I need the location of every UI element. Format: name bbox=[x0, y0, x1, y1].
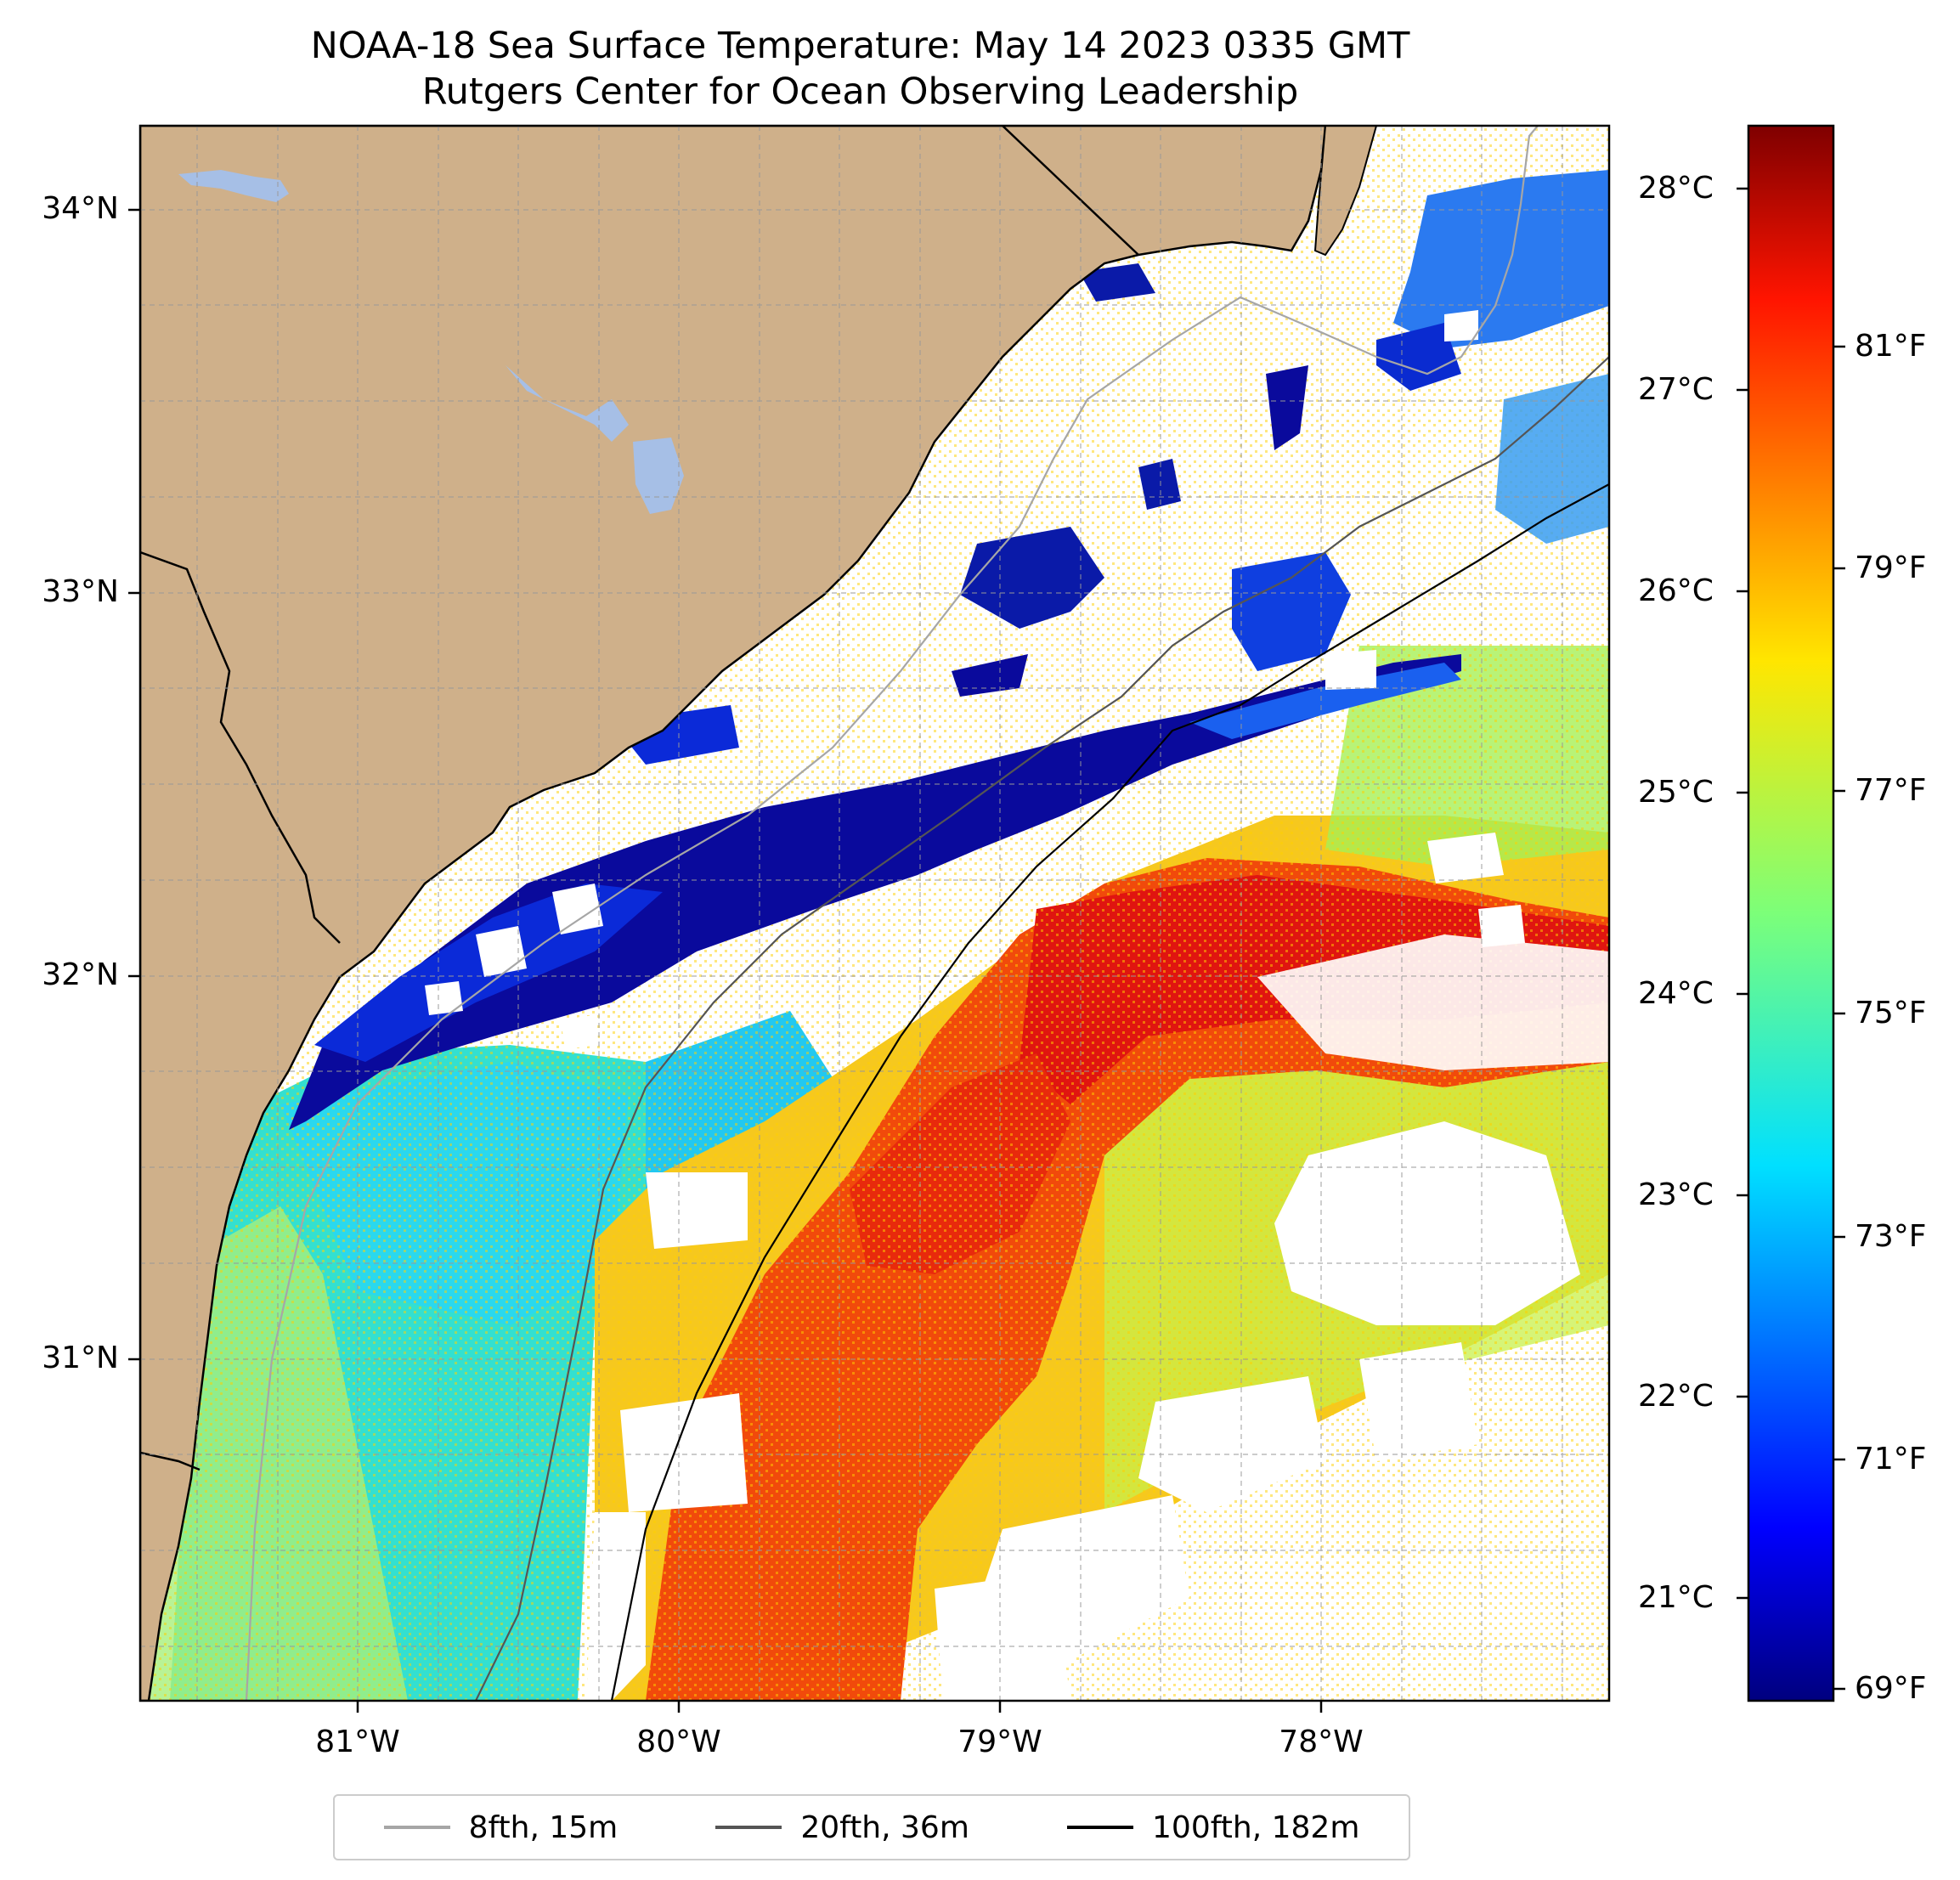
legend-swatch-20fth bbox=[715, 1826, 782, 1829]
lake-moultrie bbox=[506, 365, 629, 442]
lat-label-34n: 34°N bbox=[42, 191, 119, 226]
cbar-label-22c: 22°C bbox=[1638, 1379, 1714, 1414]
cbar-label-21c: 21°C bbox=[1638, 1580, 1714, 1615]
map-subtitle: Rutgers Center for Ocean Observing Leade… bbox=[421, 71, 1299, 113]
legend-label-20fth: 20fth, 36m bbox=[800, 1809, 969, 1845]
cbar-label-81f: 81°F bbox=[1855, 329, 1927, 364]
map-title: NOAA-18 Sea Surface Temperature: May 14 … bbox=[310, 25, 1410, 67]
land bbox=[140, 126, 1327, 1701]
legend-label-8fth: 8fth, 15m bbox=[468, 1809, 619, 1845]
legend-label-100fth: 100fth, 182m bbox=[1152, 1809, 1360, 1845]
lon-label-81w: 81°W bbox=[315, 1725, 400, 1759]
legend-swatch-100fth bbox=[1067, 1826, 1134, 1829]
cbar-label-77f: 77°F bbox=[1855, 773, 1927, 808]
legend-item-100fth: 100fth, 182m bbox=[1067, 1810, 1359, 1845]
lake-moultrie-lower bbox=[633, 438, 684, 514]
isobath-8fth bbox=[245, 126, 1539, 1701]
cbar-label-69f: 69°F bbox=[1855, 1671, 1927, 1706]
isobath-20fth bbox=[475, 356, 1609, 1701]
legend-item-20fth: 20fth, 36m bbox=[715, 1810, 969, 1845]
cbar-label-24c: 24°C bbox=[1638, 976, 1714, 1011]
lat-label-31n: 31°N bbox=[42, 1341, 119, 1375]
lat-label-32n: 32°N bbox=[42, 957, 119, 992]
lon-label-78w: 78°W bbox=[1279, 1725, 1364, 1759]
lat-label-33n: 33°N bbox=[42, 574, 119, 609]
cbar-label-79f: 79°F bbox=[1855, 550, 1927, 585]
gridlines bbox=[140, 126, 1609, 1701]
state-border-south bbox=[140, 1451, 201, 1471]
state-border bbox=[140, 550, 341, 944]
isobath-legend: 8fth, 15m 20fth, 36m 100fth, 182m bbox=[333, 1794, 1410, 1860]
cbar-label-26c: 26°C bbox=[1638, 573, 1714, 608]
isobath-100fth bbox=[610, 483, 1609, 1701]
cbar-label-73f: 73°F bbox=[1855, 1219, 1927, 1254]
legend-item-8fth: 8fth, 15m bbox=[383, 1809, 619, 1845]
cbar-label-25c: 25°C bbox=[1638, 775, 1714, 810]
cbar-label-28c: 28°C bbox=[1638, 171, 1714, 206]
cbar-label-27c: 27°C bbox=[1638, 372, 1714, 407]
land-cape-fear bbox=[1313, 126, 1378, 257]
legend-swatch-8fth bbox=[383, 1826, 450, 1829]
cbar-label-23c: 23°C bbox=[1638, 1177, 1714, 1212]
lake-marion bbox=[178, 170, 289, 202]
lon-label-79w: 79°W bbox=[957, 1725, 1042, 1759]
state-border-ncsc bbox=[1002, 126, 1139, 256]
cbar-label-75f: 75°F bbox=[1855, 996, 1927, 1030]
lon-label-80w: 80°W bbox=[636, 1725, 721, 1759]
cbar-label-71f: 71°F bbox=[1855, 1442, 1927, 1476]
